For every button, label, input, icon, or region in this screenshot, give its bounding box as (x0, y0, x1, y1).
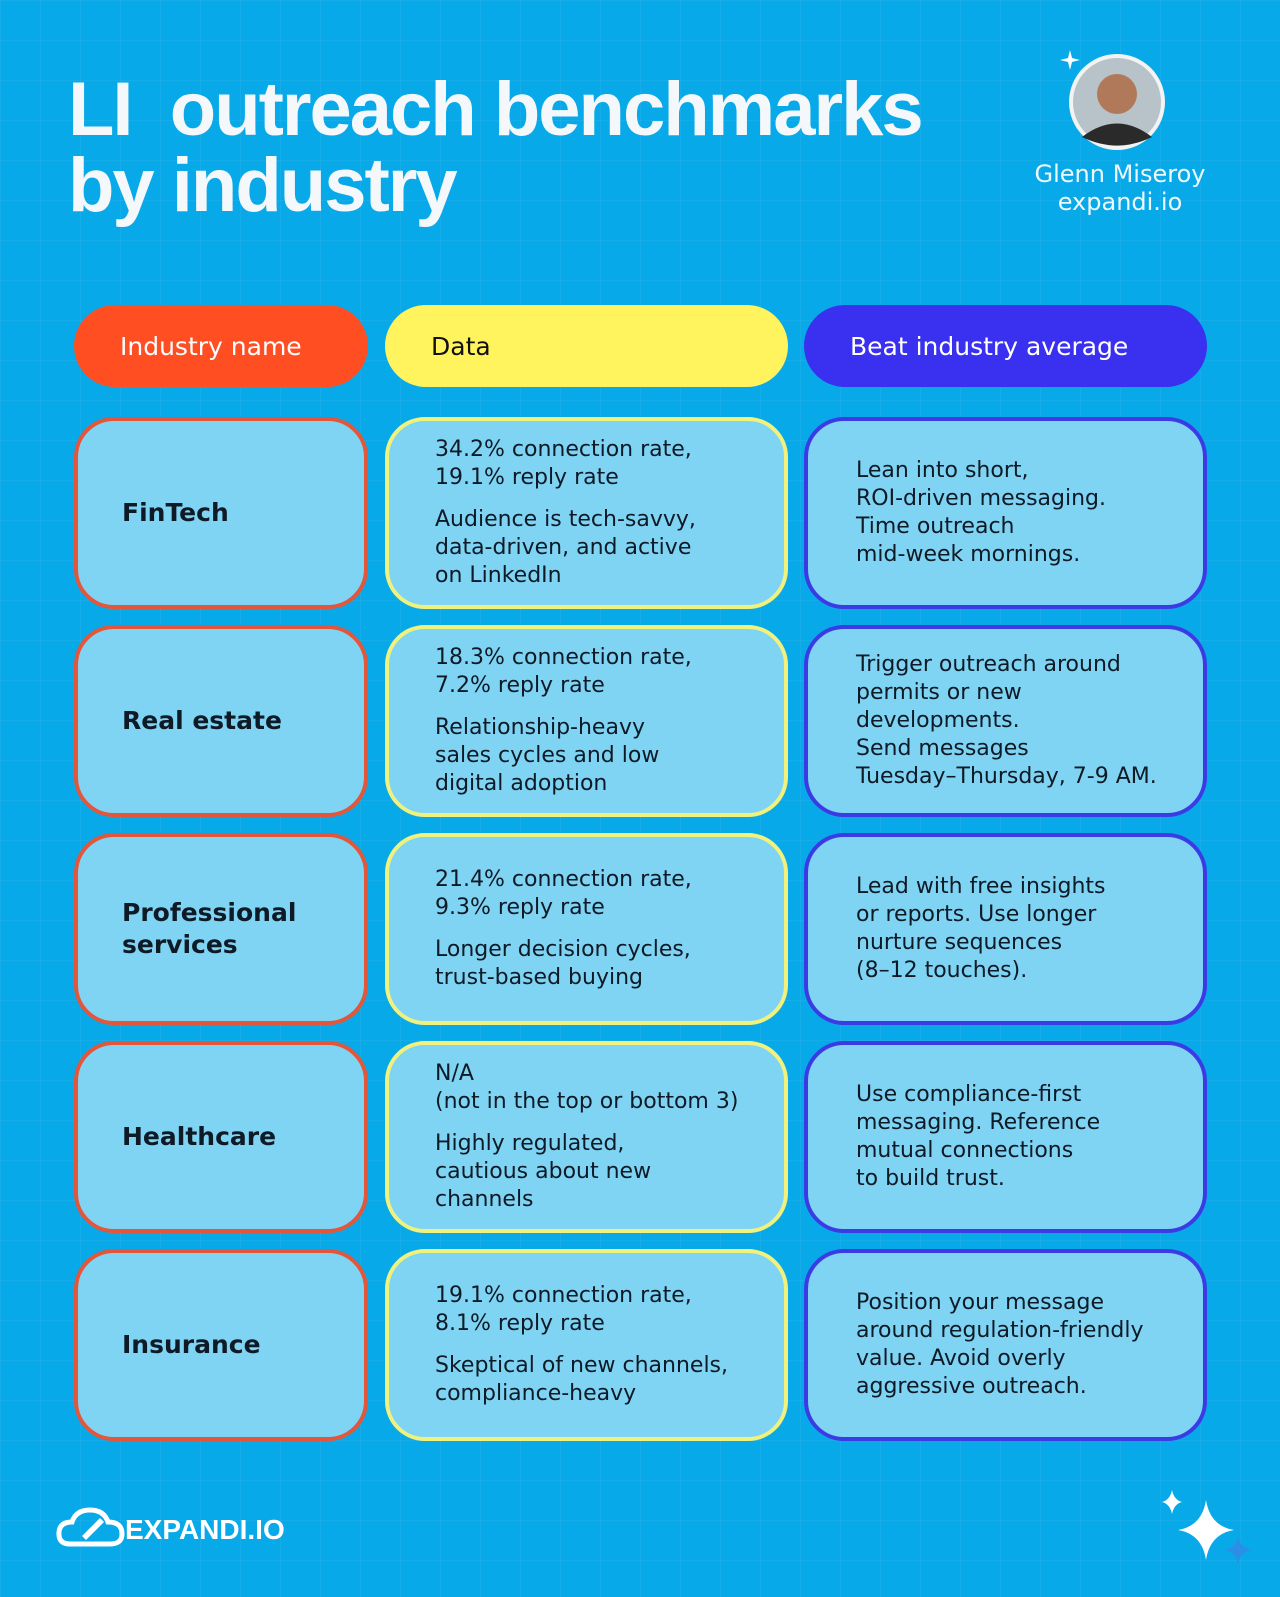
industry-cell: Insurance (74, 1249, 368, 1441)
tip-line: Position your message (856, 1290, 1104, 1315)
author-site: expandi.io (1057, 188, 1183, 216)
tip-line: to build trust. (856, 1166, 1005, 1191)
data-cell: N/A (not in the top or bottom 3) Highly re… (385, 1041, 788, 1233)
notes-line: on LinkedIn (435, 563, 562, 588)
stats-line: 7.2% reply rate (435, 673, 605, 698)
spacer (435, 1116, 784, 1130)
notes-line: compliance-heavy (435, 1381, 637, 1406)
tip-line: around regulation-friendly (856, 1318, 1144, 1343)
tip-line: value. Avoid overly (856, 1346, 1066, 1371)
stats-line: 34.2% connection rate, (435, 437, 692, 462)
tip-cell: Position your message around regulation-f… (804, 1249, 1207, 1441)
industry-cell: Real estate (74, 625, 368, 817)
logo-icon (56, 1507, 125, 1547)
tip-cell: Lead with free insights or reports. Use l… (804, 833, 1207, 1025)
data-cell: 18.3% connection rate, 7.2% reply rate Rel… (385, 625, 788, 817)
notes-line: channels (435, 1187, 534, 1212)
notes-line: Longer decision cycles, (435, 937, 691, 962)
industry-line: services (122, 930, 238, 959)
tip-cell: Lean into short, ROI-driven messaging. Tim… (804, 417, 1207, 609)
stats-line: 8.1% reply rate (435, 1311, 605, 1336)
notes-line: cautious about new (435, 1159, 652, 1184)
notes-line: Skeptical of new channels, (435, 1353, 729, 1378)
notes-line: digital adoption (435, 771, 608, 796)
tip-line: Time outreach (856, 514, 1015, 539)
author-name: Glenn Miseroy (1034, 160, 1206, 188)
tip-line: or reports. Use longer (856, 902, 1097, 927)
spacer (435, 922, 784, 936)
data-cell: 34.2% connection rate, 19.1% reply rate Au… (385, 417, 788, 609)
title: LI outreach benchmarks by industry (68, 67, 924, 228)
notes-line: Highly regulated, (435, 1131, 625, 1156)
notes-line: trust-based buying (435, 965, 643, 990)
stats-line: 9.3% reply rate (435, 895, 605, 920)
logo: EXPANDI.IO (125, 1514, 285, 1545)
stats-line: (not in the top or bottom 3) (435, 1089, 739, 1114)
sparkles (1162, 1490, 1252, 1564)
tip-line: Trigger outreach around (856, 652, 1121, 677)
tip-line: nurture sequences (856, 930, 1063, 955)
tip-line: ROI-driven messaging. (856, 486, 1106, 511)
tip-line: developments. (856, 708, 1020, 733)
industry-line: Healthcare (122, 1122, 277, 1151)
tip-line: permits or new (856, 680, 1022, 705)
industry-line: Professional (122, 898, 297, 927)
tip-cell: Use compliance-first messaging. Reference… (804, 1041, 1207, 1233)
spacer (435, 700, 784, 714)
notes-line: data-driven, and active (435, 535, 692, 560)
tip-line: Lead with free insights (856, 874, 1106, 899)
tip-line: Use compliance-first (856, 1082, 1082, 1107)
tip-line: Tuesday–Thursday, 7-9 AM. (856, 764, 1157, 789)
spacer (435, 492, 784, 506)
data-cell: 19.1% connection rate, 8.1% reply rate Ske… (385, 1249, 788, 1441)
column-header: Data (385, 305, 788, 387)
column-header: Industry name (74, 305, 368, 387)
stats-line: 18.3% connection rate, (435, 645, 692, 670)
tip-line: mid-week mornings. (856, 542, 1081, 567)
stats-line: 19.1% connection rate, (435, 1283, 692, 1308)
column-header: Beat industry average (804, 305, 1207, 387)
industry-line: FinTech (122, 498, 229, 527)
industry-cell: Professional services (74, 833, 368, 1025)
tip-line: Lean into short, (856, 458, 1029, 483)
tip-line: mutual connections (856, 1138, 1074, 1163)
tip-line: aggressive outreach. (856, 1374, 1087, 1399)
title-line: by industry (68, 143, 458, 228)
industry-cell: FinTech (74, 417, 368, 609)
stats-line: 19.1% reply rate (435, 465, 619, 490)
notes-line: Relationship-heavy (435, 715, 645, 740)
notes-line: Audience is tech-savvy, (435, 507, 696, 532)
title-line: LI outreach benchmarks (68, 67, 924, 152)
tip-line: Send messages (856, 736, 1029, 761)
industry-line: Real estate (122, 706, 282, 735)
data-cell: 21.4% connection rate, 9.3% reply rate Lon… (385, 833, 788, 1025)
industry-line: Insurance (122, 1330, 261, 1359)
notes-line: sales cycles and low (435, 743, 660, 768)
tip-line: messaging. Reference (856, 1110, 1101, 1135)
spacer (435, 1338, 784, 1352)
tip-line: (8–12 touches). (856, 958, 1028, 983)
stats-line: 21.4% connection rate, (435, 867, 692, 892)
stats-line: N/A (435, 1061, 474, 1086)
tip-cell: Trigger outreach around permits or new dev… (804, 625, 1207, 817)
industry-cell: Healthcare (74, 1041, 368, 1233)
avatar (1060, 50, 1165, 150)
